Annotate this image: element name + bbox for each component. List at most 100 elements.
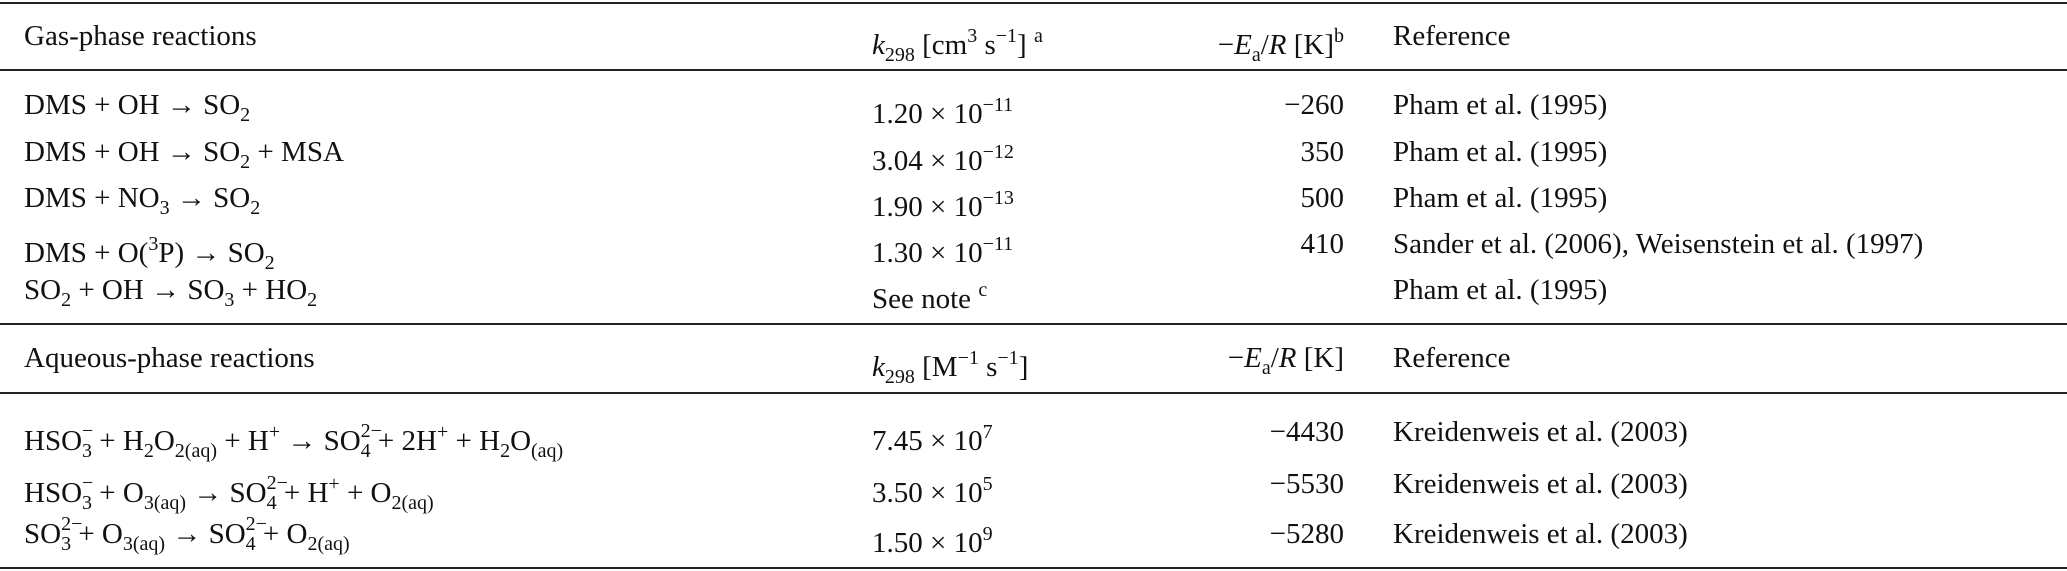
text-run: + MSA xyxy=(250,136,344,168)
header-rule xyxy=(0,392,2067,394)
text-run: + H xyxy=(216,425,269,457)
superscript: + xyxy=(328,473,340,495)
text-run: + H xyxy=(448,425,501,457)
text-run: HSO xyxy=(24,477,83,509)
table-cell: −5280 xyxy=(1270,516,1344,552)
text-run: Pham et al. (1995) xyxy=(1393,136,1608,168)
text-run: s xyxy=(978,351,998,383)
header-rule xyxy=(0,69,2067,71)
text-run: [cm xyxy=(914,29,968,61)
subscript: 3(aq) xyxy=(143,492,187,514)
text-run: → SO xyxy=(186,477,267,509)
text-run: Kreidenweis et al. (2003) xyxy=(1393,468,1688,500)
superscript: −13 xyxy=(982,187,1014,209)
table-cell: 1.20 × 10−11 xyxy=(872,87,1013,132)
text-run: + O xyxy=(71,518,123,550)
subscript: 2(aq) xyxy=(307,533,350,555)
superscript: c xyxy=(978,279,988,301)
table-cell: Sander et al. (2006), Weisenstein et al.… xyxy=(1393,226,1923,262)
text-run: ] xyxy=(1018,351,1029,383)
superscript: b xyxy=(1334,25,1344,47)
italic-symbol: R xyxy=(1268,29,1287,61)
superscript: 2− xyxy=(360,420,382,442)
table-cell: −5530 xyxy=(1270,466,1344,502)
text-run: P) → SO xyxy=(158,237,265,269)
table-cell: DMS + OH → SO2 + MSA xyxy=(24,134,344,180)
superscript: − xyxy=(82,472,94,494)
table-cell: Kreidenweis et al. (2003) xyxy=(1393,516,1688,552)
table-cell: 350 xyxy=(1301,134,1345,170)
table-cell: 500 xyxy=(1301,180,1345,216)
text-run: Sander et al. (2006), Weisenstein et al.… xyxy=(1393,228,1924,260)
top-rule xyxy=(0,2,2067,4)
text-run: Pham et al. (1995) xyxy=(1393,182,1608,214)
text-run: + O xyxy=(339,477,392,509)
italic-symbol: k xyxy=(872,351,885,383)
text-run: → SO xyxy=(165,518,246,550)
subscript: 4 xyxy=(266,492,277,514)
text-run: O xyxy=(153,425,175,457)
table-cell: 1.30 × 10−11 xyxy=(872,226,1013,271)
text-run: s xyxy=(977,29,996,61)
text-run: + OH → SO xyxy=(71,274,225,306)
text-run: / xyxy=(1260,29,1269,61)
column-header: Reference xyxy=(1393,340,1511,376)
text-run: SO xyxy=(24,518,62,550)
text-run: SO xyxy=(24,274,62,306)
section-rule xyxy=(0,323,2067,325)
superscript: −11 xyxy=(982,94,1014,116)
subscript: a xyxy=(1261,357,1271,379)
subscript: 2 xyxy=(240,151,251,173)
table-cell: −4430 xyxy=(1270,414,1344,450)
subscript: 2 xyxy=(61,289,72,311)
subscript: 3 xyxy=(82,440,93,462)
text-run: HSO xyxy=(24,425,83,457)
sub-sup: −3 xyxy=(82,421,93,462)
superscript: + xyxy=(436,421,449,443)
subscript: 3 xyxy=(224,289,235,311)
text-run: Reference xyxy=(1393,20,1511,52)
column-header: Gas-phase reactions xyxy=(24,18,257,54)
text-run: → SO xyxy=(169,182,251,214)
text-run: + O xyxy=(255,518,308,550)
subscript: 3 xyxy=(61,533,72,555)
text-run: → SO xyxy=(280,425,361,457)
table-cell: DMS + NO3 → SO2 xyxy=(24,180,260,226)
text-run: [K] xyxy=(1286,29,1334,61)
table-cell: Kreidenweis et al. (2003) xyxy=(1393,466,1688,502)
superscript: −12 xyxy=(982,141,1014,163)
subscript: 4 xyxy=(360,440,371,462)
table-cell: DMS + OH → SO2 xyxy=(24,87,250,133)
sub-sup: 2− 4 xyxy=(360,421,382,462)
text-run: Kreidenweis et al. (2003) xyxy=(1393,416,1688,448)
table-cell: HSO −3 + O3(aq) → SO 2− 4 + H+ + O2(aq) xyxy=(24,466,434,521)
superscript: 2− xyxy=(245,513,267,535)
subscript: 2(aq) xyxy=(391,492,434,514)
subscript: 2(aq) xyxy=(174,440,217,462)
text-run: + H xyxy=(276,477,329,509)
text-run: 1.30 × 10 xyxy=(872,237,983,269)
subscript: a xyxy=(1251,44,1261,66)
table-cell: −260 xyxy=(1284,87,1344,123)
italic-symbol: R xyxy=(1278,342,1297,374)
superscript: − xyxy=(82,420,94,442)
text-run: DMS + OH → SO xyxy=(24,136,241,168)
subscript: 2 xyxy=(500,440,511,462)
table-cell: Pham et al. (1995) xyxy=(1393,134,1607,170)
italic-symbol: k xyxy=(872,29,885,61)
text-run: −4430 xyxy=(1269,416,1344,448)
table-cell: Pham et al. (1995) xyxy=(1393,272,1607,308)
text-run: DMS + OH → SO xyxy=(24,89,241,121)
subscript: 4 xyxy=(245,533,256,555)
subscript: 2 xyxy=(307,289,318,311)
column-header: −Ea/R [K]b xyxy=(1218,18,1344,73)
table-cell: 3.04 × 10−12 xyxy=(872,134,1014,179)
text-run: DMS + O( xyxy=(24,237,149,269)
text-run: 1.50 × 10 xyxy=(872,527,983,559)
table-cell: 1.90 × 10−13 xyxy=(872,180,1014,225)
text-run: / xyxy=(1270,342,1279,374)
text-run: Pham et al. (1995) xyxy=(1393,89,1608,121)
superscript: −1 xyxy=(957,347,979,369)
superscript: 9 xyxy=(982,523,993,545)
text-run: See note xyxy=(872,283,979,315)
